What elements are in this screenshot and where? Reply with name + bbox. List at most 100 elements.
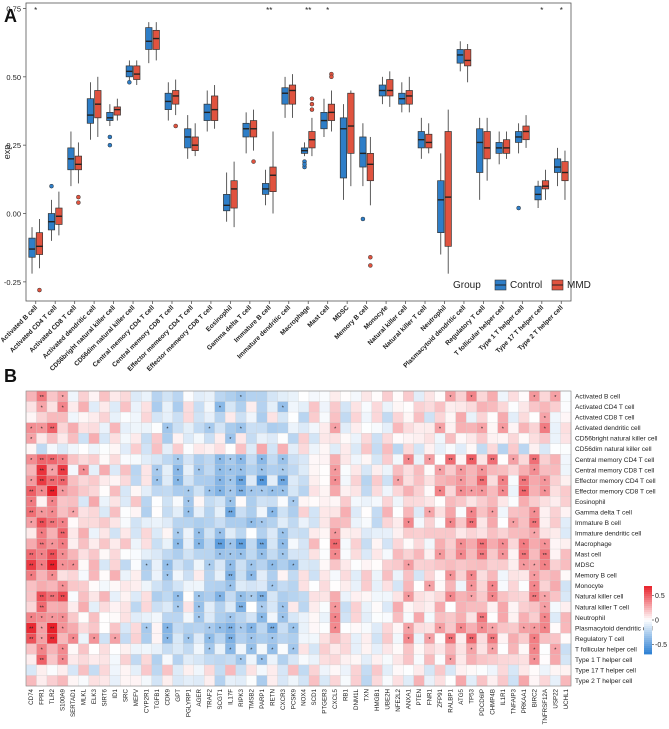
heatmap-cell (67, 664, 79, 676)
heatmap-cell (560, 485, 572, 497)
heatmap-cell (497, 517, 509, 529)
heatmap-significance: * (41, 405, 44, 411)
heatmap-cell (298, 475, 310, 487)
heatmap-cell (67, 432, 79, 444)
heatmap-significance: * (30, 426, 33, 432)
heatmap-cell (413, 485, 425, 497)
heatmap-cell (245, 401, 257, 413)
heatmap-cell (67, 643, 79, 655)
heatmap-row-label: Activated dendritic cell (575, 425, 641, 432)
heatmap-cell (120, 569, 132, 581)
control-box (223, 194, 231, 212)
heatmap-cell (361, 506, 373, 518)
heatmap-significance: * (41, 553, 44, 559)
heatmap-cell (109, 443, 121, 455)
heatmap-cell (455, 454, 467, 466)
heatmap-cell (528, 443, 540, 455)
heatmap-cell (204, 443, 215, 455)
heatmap-cell (88, 485, 100, 497)
heatmap-cell (361, 643, 373, 655)
heatmap-cell (424, 591, 435, 602)
heatmap-cell (549, 569, 561, 581)
heatmap-significance: * (250, 637, 253, 643)
heatmap-cell (78, 485, 90, 497)
heatmap-cell (130, 580, 142, 592)
heatmap-significance: * (219, 627, 222, 633)
heatmap-cell (361, 622, 373, 634)
heatmap-cell (424, 569, 435, 581)
heatmap-cell (109, 538, 121, 550)
mmd-outlier (329, 74, 334, 80)
heatmap-significance: * (470, 648, 473, 654)
heatmap-significance: * (93, 637, 96, 643)
heatmap-cell (487, 569, 498, 581)
heatmap-cell (382, 580, 394, 592)
heatmap-cell (424, 443, 435, 455)
heatmap-cell (162, 580, 173, 592)
heatmap-cell (361, 612, 373, 624)
heatmap-cell (424, 432, 435, 444)
heatmap-cell (403, 432, 415, 444)
heatmap-cell (528, 432, 540, 444)
heatmap-cell (141, 580, 153, 592)
heatmap-cell (424, 527, 435, 539)
heatmap-significance: * (449, 395, 452, 401)
mmd-box (347, 92, 355, 154)
heatmap-cell (141, 443, 153, 455)
heatmap-cell (487, 390, 498, 402)
heatmap-cell (141, 454, 153, 466)
heatmap-significance: ** (239, 490, 244, 496)
heatmap-significance: * (491, 648, 494, 654)
heatmap-cell (130, 432, 142, 444)
heatmap-cell (277, 496, 289, 508)
heatmap-cell (88, 654, 100, 666)
heatmap-cell (172, 506, 184, 518)
heatmap-significance: ** (50, 426, 55, 432)
heatmap-significance: * (145, 627, 148, 633)
heatmap-cell (214, 517, 226, 529)
heatmap-cell (46, 527, 58, 539)
heatmap-cell (25, 580, 37, 592)
heatmap-cell (319, 559, 331, 571)
heatmap-cell (403, 538, 415, 550)
heatmap-cell (392, 675, 404, 687)
heatmap-cell (287, 580, 299, 592)
heatmap-column-label: GPT (175, 689, 182, 702)
control-outlier (127, 80, 132, 85)
heatmap-significance: * (502, 553, 505, 559)
heatmap-cell (476, 454, 488, 466)
heatmap-cell (266, 548, 278, 560)
heatmap-cell (371, 464, 383, 476)
heatmap-cell (392, 538, 404, 550)
heatmap-cell (172, 390, 184, 402)
heatmap-cell (434, 517, 446, 529)
heatmap-cell (67, 569, 79, 581)
heatmap-cell (298, 675, 310, 687)
heatmap-significance: * (41, 532, 44, 538)
heatmap-significance: * (177, 542, 180, 548)
heatmap-column-label: S100A9 (60, 688, 67, 711)
colorbar-segment (644, 618, 652, 621)
heatmap-cell (235, 612, 247, 624)
heatmap-cell (308, 401, 320, 413)
heatmap-cell (193, 485, 205, 497)
colorbar-segment (644, 610, 652, 613)
heatmap-significance: * (240, 553, 243, 559)
heatmap-cell (487, 559, 498, 571)
heatmap-cell (507, 569, 519, 581)
heatmap-cell (277, 622, 289, 634)
heatmap-cell (109, 548, 121, 560)
heatmap-cell (287, 569, 299, 581)
heatmap-column-label: TNFAIP3 (510, 688, 517, 714)
heatmap-cell (455, 390, 467, 402)
heatmap-cell (371, 591, 383, 602)
heatmap-cell (46, 411, 58, 423)
heatmap-cell (224, 517, 236, 529)
heatmap-cell (25, 643, 37, 655)
heatmap-cell (298, 485, 310, 497)
heatmap-significance: * (481, 627, 484, 633)
heatmap-cell (130, 411, 142, 423)
heatmap-cell (224, 411, 236, 423)
heatmap-cell (298, 633, 310, 645)
